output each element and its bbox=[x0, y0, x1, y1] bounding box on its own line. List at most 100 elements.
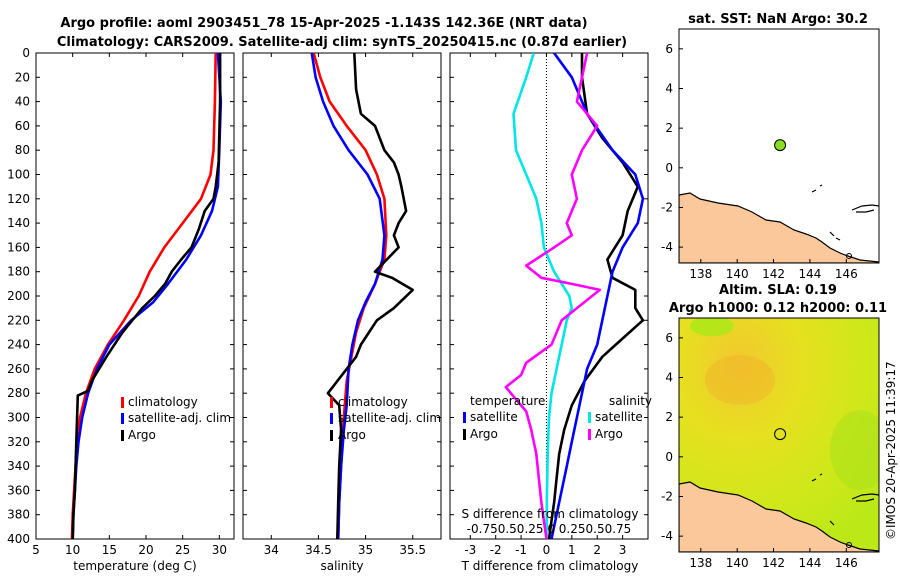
map-y-tick-label: 6 bbox=[665, 331, 673, 345]
x-tick-label: 2 bbox=[593, 543, 601, 557]
y-tick-label: 60 bbox=[15, 119, 30, 133]
temperature-axes-box bbox=[35, 52, 235, 540]
sla-low-patch bbox=[690, 318, 734, 336]
y-tick-label: 180 bbox=[7, 265, 30, 279]
x-tick-label: 15 bbox=[102, 543, 117, 557]
x-tick-label: 5 bbox=[32, 543, 40, 557]
y-tick-label: 360 bbox=[7, 483, 30, 497]
legend-title-temperature: temperature bbox=[470, 394, 545, 408]
map-y-tick-label: 4 bbox=[665, 81, 673, 95]
sla-low-patch-east bbox=[830, 410, 879, 490]
difference-panel: -3 -2 -1 0 1 2 3 T difference from climatology… bbox=[449, 52, 652, 573]
legend-label-argo: Argo bbox=[338, 428, 366, 442]
map-x-tick-label: 138 bbox=[689, 556, 712, 570]
series-line-argo bbox=[71, 53, 222, 539]
legend-label-argo: Argo bbox=[128, 428, 156, 442]
argo-float-marker bbox=[774, 428, 787, 441]
legend-swatch-argo bbox=[121, 430, 124, 441]
map-y-tick-label: 6 bbox=[665, 42, 673, 56]
x-tick-label: 0 bbox=[543, 543, 551, 557]
map-x-tick-label: 140 bbox=[726, 267, 749, 281]
legend-label-satellite: satellite-adj. clim bbox=[128, 411, 231, 425]
title-line-1: Argo profile: aoml 2903451_78 15-Apr-202… bbox=[60, 16, 587, 31]
salinity-legend: climatology satellite-adj. clim Argo bbox=[330, 395, 441, 442]
legend-label-climatology: climatology bbox=[128, 395, 198, 409]
legend-label-s-argo: Argo bbox=[595, 427, 623, 441]
difference-top-label: S difference from climatology bbox=[462, 507, 639, 521]
x-tick-label: 1 bbox=[568, 543, 576, 557]
temperature-legend: climatology satellite-adj. clim Argo bbox=[121, 395, 231, 442]
legend-label-t-satellite: satellite bbox=[470, 410, 518, 424]
island-dot bbox=[846, 542, 852, 548]
argo-float-marker bbox=[774, 139, 787, 152]
imos-credit: ©IMOS 20-Apr-2025 11:39:17 bbox=[884, 361, 898, 540]
sla-map-title-1: Altim. SLA: 0.19 bbox=[719, 283, 837, 298]
land-new-guinea bbox=[679, 481, 879, 552]
x-tick-label: -3 bbox=[464, 543, 476, 557]
x-tick-label: 35 bbox=[358, 543, 373, 557]
x-tick-label: 25 bbox=[175, 543, 190, 557]
y-tick-label: 140 bbox=[7, 216, 30, 230]
legend-swatch-s-satellite bbox=[588, 412, 591, 423]
title-line-2: Climatology: CARS2009. Satellite-adj cli… bbox=[57, 35, 627, 50]
x-tick-label: 10 bbox=[65, 543, 80, 557]
series-line-t-satellite bbox=[512, 53, 574, 539]
y-tick-label: 340 bbox=[7, 459, 30, 473]
series-line-s-argo bbox=[504, 53, 602, 539]
difference-axes-box bbox=[449, 52, 649, 540]
legend-swatch-climatology bbox=[330, 397, 333, 408]
y-tick-label: 300 bbox=[7, 411, 30, 425]
y-tick-label: 200 bbox=[7, 289, 30, 303]
sla-map: Altim. SLA: 0.19 Argo h1000: 0.12 h2000:… bbox=[661, 283, 887, 570]
y-tick-label: 320 bbox=[7, 435, 30, 449]
sla-map-title-2: Argo h1000: 0.12 h2000: 0.11 bbox=[669, 301, 887, 316]
map-x-tick-label: 144 bbox=[798, 556, 821, 570]
series-line-argo bbox=[326, 53, 415, 539]
legend-label-climatology: climatology bbox=[338, 395, 408, 409]
map-x-tick-label: 146 bbox=[835, 556, 858, 570]
map-y-tick-label: 2 bbox=[665, 410, 673, 424]
y-tick-label: 260 bbox=[7, 362, 30, 376]
series-line-satellite-adj-clim bbox=[310, 53, 386, 539]
legend-label-s-satellite: satellite bbox=[595, 410, 643, 424]
y-tick-label: 280 bbox=[7, 386, 30, 400]
sst-map-title: sat. SST: NaN Argo: 30.2 bbox=[688, 12, 868, 27]
map-x-tick-label: 146 bbox=[835, 267, 858, 281]
x-tick-label: 20 bbox=[138, 543, 153, 557]
legend-swatch-t-satellite bbox=[463, 412, 466, 423]
sst-map: sat. SST: NaN Argo: 30.2 138 140 142 144 146… bbox=[661, 12, 880, 281]
sla-map-frame bbox=[678, 317, 880, 553]
sla-high-patch bbox=[705, 355, 775, 405]
coastline-islands bbox=[811, 473, 879, 526]
legend-swatch-s-argo bbox=[588, 429, 591, 440]
x-tick-label: -1 bbox=[515, 543, 527, 557]
difference-xlabel: T difference from climatology bbox=[461, 559, 639, 573]
map-y-tick-label: -2 bbox=[661, 489, 673, 503]
x-tick-label: 35.5 bbox=[399, 543, 426, 557]
map-y-tick-label: 0 bbox=[665, 450, 673, 464]
map-y-tick-label: 4 bbox=[665, 370, 673, 384]
legend-swatch-argo bbox=[330, 430, 333, 441]
map-y-tick-label: -4 bbox=[661, 240, 673, 254]
y-tick-label: 120 bbox=[7, 192, 30, 206]
sst-map-frame bbox=[678, 28, 880, 264]
series-line-t-satellite-blue bbox=[550, 53, 645, 539]
legend-label-satellite: satellite-adj. clim bbox=[338, 411, 441, 425]
map-y-tick-label: -2 bbox=[661, 200, 673, 214]
legend-swatch-satellite bbox=[121, 413, 124, 424]
y-tick-label: 240 bbox=[7, 338, 30, 352]
map-x-tick-label: 142 bbox=[762, 267, 785, 281]
y-tick-label: 400 bbox=[7, 532, 30, 546]
temperature-panel: 5 10 15 20 25 3002040608010012014016018020022… bbox=[7, 46, 235, 573]
map-x-tick-label: 142 bbox=[762, 556, 785, 570]
map-x-tick-label: 144 bbox=[798, 267, 821, 281]
x-tick-label: 3 bbox=[619, 543, 627, 557]
temperature-xlabel: temperature (deg C) bbox=[73, 559, 196, 573]
y-tick-label: 80 bbox=[15, 143, 30, 157]
legend-title-salinity: salinity bbox=[609, 394, 652, 408]
legend-label-t-argo: Argo bbox=[470, 427, 498, 441]
x-tick-label: -2 bbox=[490, 543, 502, 557]
y-tick-label: 380 bbox=[7, 508, 30, 522]
island-dot bbox=[846, 253, 852, 259]
map-y-tick-label: -4 bbox=[661, 529, 673, 543]
